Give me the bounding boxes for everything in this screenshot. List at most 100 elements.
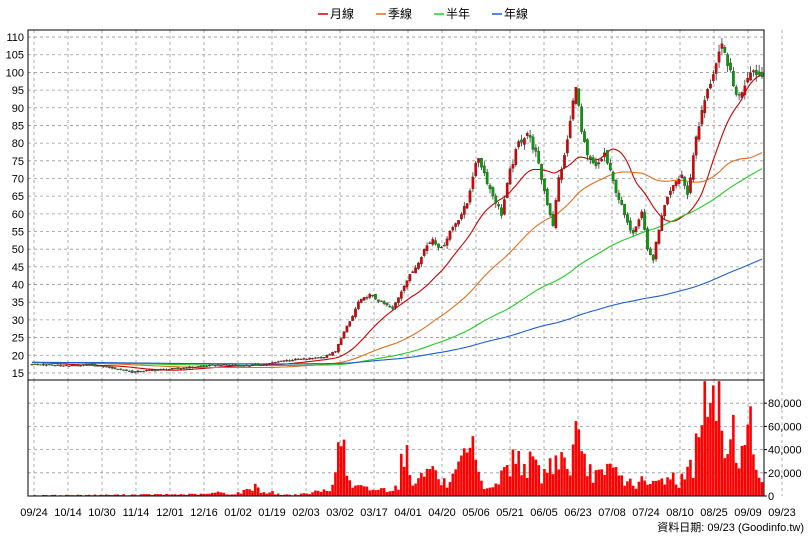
volume-bar [660, 478, 664, 496]
candle-body [551, 214, 555, 226]
candle-body [253, 364, 257, 366]
volume-bar [133, 494, 137, 496]
volume-bar [548, 458, 552, 496]
price-tick-label: 85 [12, 120, 24, 132]
volume-tick-label: 80,000 [768, 398, 802, 410]
candle-body [411, 271, 415, 273]
price-tick-label: 30 [12, 315, 24, 327]
volume-tick-label: 20,000 [768, 468, 802, 480]
volume-bar [760, 482, 764, 496]
candle-body [709, 83, 712, 89]
candle-body [382, 301, 386, 304]
candle-body [445, 238, 449, 246]
candle-body [314, 357, 317, 359]
candle-body [30, 364, 34, 366]
volume-bar [337, 442, 340, 496]
volume-bar [156, 494, 160, 496]
volume-bar [205, 493, 208, 496]
volume-bar [274, 494, 277, 496]
candle-body [523, 138, 526, 145]
candle-body [408, 274, 412, 282]
candle-body [328, 354, 332, 356]
volume-bar [251, 490, 254, 496]
volume-bar [379, 488, 383, 496]
candle-body [336, 343, 340, 353]
chart-legend: 月線 季線 半年 年線 [318, 6, 528, 21]
candle-body [53, 365, 57, 367]
volume-bar [497, 484, 500, 496]
candle-body [262, 364, 266, 366]
candle-body [568, 120, 572, 138]
candle-body [746, 77, 750, 83]
candle-body [188, 366, 191, 369]
volume-bar [471, 436, 475, 496]
volume-tick-label: 60,000 [768, 421, 802, 433]
candle-body [743, 85, 747, 95]
candle-body [749, 72, 752, 81]
candle-body [666, 196, 669, 205]
price-tick-label: 20 [12, 350, 24, 362]
volume-bar [706, 416, 709, 496]
volume-bar [563, 457, 566, 496]
volume-bar [239, 493, 243, 496]
volume-bar [580, 451, 583, 496]
volume-bar [299, 493, 303, 496]
volume-bar [268, 492, 271, 496]
candle-body [33, 363, 37, 365]
volume-bar [734, 462, 738, 496]
volume-bar [165, 493, 168, 496]
candle-body [165, 369, 168, 371]
volume-bar [279, 494, 283, 496]
candle-body [279, 360, 283, 362]
volume-bar [591, 482, 595, 496]
x-tick-label: 05/21 [496, 507, 524, 519]
candle-body [740, 92, 744, 98]
volume-bar [646, 484, 649, 496]
volume-bar [754, 469, 758, 496]
volume-bar [122, 494, 125, 496]
volume-bar [606, 463, 609, 496]
volume-bar [397, 489, 400, 496]
volume-bar [460, 455, 463, 496]
candle-body [391, 306, 395, 309]
candle-body [156, 369, 160, 371]
candle-body [388, 305, 392, 308]
candle-body [125, 369, 128, 371]
volume-bar [540, 483, 543, 496]
volume-bar [494, 483, 498, 496]
legend-label-0: 月線 [330, 6, 354, 21]
candle-body [379, 300, 383, 302]
volume-bar [222, 492, 226, 496]
candle-body [242, 365, 246, 367]
ma-line-0 [31, 73, 763, 371]
x-tick-label: 01/02 [224, 507, 252, 519]
candle-body [319, 357, 323, 359]
volume-bar [666, 477, 669, 496]
candle-body [454, 223, 458, 227]
volume-bar [354, 485, 357, 496]
volume-tick-label: 40,000 [768, 445, 802, 457]
candle-body [457, 220, 460, 225]
candle-body [462, 206, 466, 215]
candle-body [190, 366, 194, 369]
candle-body [374, 294, 377, 300]
volume-bar [231, 494, 234, 496]
volume-bar [271, 491, 274, 496]
candle-body [133, 371, 137, 373]
volume-bar [319, 491, 323, 496]
volume-bar [669, 479, 672, 496]
candle-body [482, 165, 486, 174]
candle-body [73, 365, 77, 367]
candle-body [577, 88, 581, 106]
candle-body [127, 370, 131, 372]
candle-body [754, 70, 758, 76]
volume-bar [626, 481, 629, 496]
candle-body [723, 47, 727, 53]
candle-body [734, 86, 738, 95]
candle-body [96, 365, 100, 367]
candle-body [442, 245, 446, 247]
candle-body [594, 161, 598, 167]
volume-bar [417, 478, 420, 496]
volume-bar [437, 479, 440, 496]
volume-bar [116, 494, 120, 496]
